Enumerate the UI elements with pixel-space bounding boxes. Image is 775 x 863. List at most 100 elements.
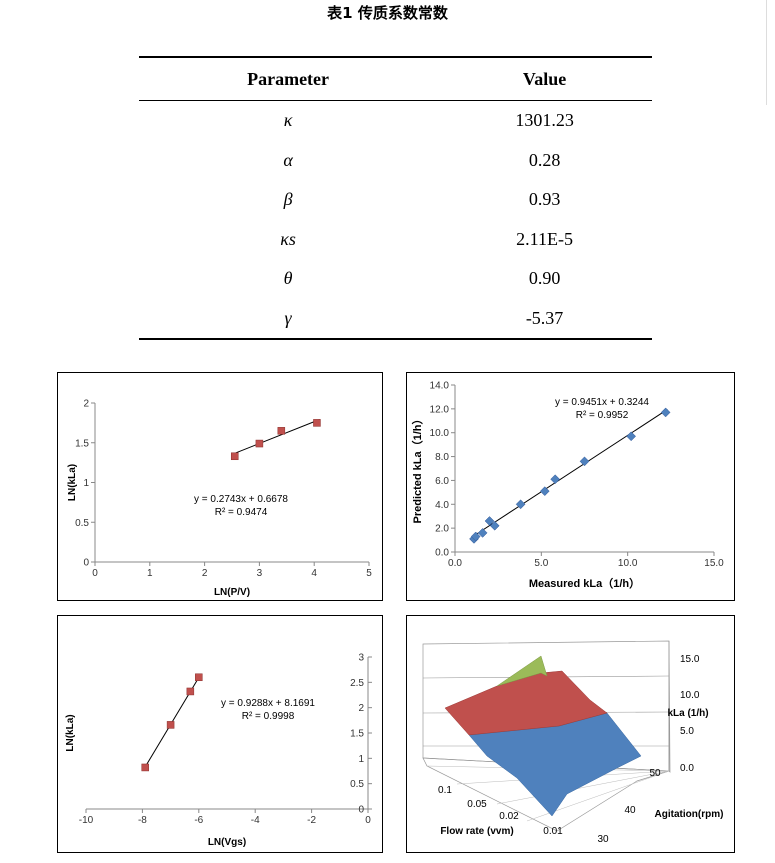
x-tick-label: -6 — [194, 815, 203, 826]
trend-r-squared: R² = 0.9474 — [215, 507, 268, 518]
y-tick-label: 3 — [358, 653, 364, 664]
trend-equation: y = 0.2743x + 0.6678 — [194, 494, 288, 505]
z-tick-label: 10.0 — [680, 690, 700, 701]
x-tick-label: -2 — [307, 815, 316, 826]
data-point — [550, 474, 561, 485]
x-tick-label: 15.0 — [704, 558, 724, 569]
surface-green-band — [496, 655, 548, 687]
value-cell: 0.90 — [528, 268, 561, 289]
param-cell: β — [283, 189, 293, 210]
trend-r-squared: R² = 0.9998 — [242, 711, 295, 722]
x-axis-label: Flow rate (vvm) — [440, 826, 513, 837]
trend-r-squared: R² = 0.9952 — [576, 410, 629, 421]
x-tick-label: 1 — [147, 568, 153, 579]
y-tick-label: 10.0 — [430, 428, 450, 439]
data-point — [141, 763, 149, 772]
chart-panel-predicted: 0.0 5.0 10.0 15.0 0.0 2.0 4.0 6.0 8.0 10.0 12.0 14.… — [406, 372, 735, 601]
table-row: κ 1301.23 — [139, 101, 652, 141]
scrollbar[interactable] — [766, 0, 775, 105]
header-value: Value — [437, 56, 652, 101]
chart-kla-surface: 0.0 5.0 10.0 15.0 kLa (1/h) 0.1 0.05 0.02 0.01 Fl… — [422, 640, 724, 845]
value-cell: 0.28 — [528, 149, 561, 170]
param-cell: κ — [283, 110, 293, 131]
trendline — [234, 419, 320, 454]
x-tick-label: 10.0 — [618, 558, 638, 569]
y-axis-label: Agitation(rpm) — [655, 809, 724, 820]
table-row: β 0.93 — [139, 180, 652, 220]
y-tick-label: 1.5 — [75, 438, 89, 449]
x-tick-label: 5.0 — [534, 558, 548, 569]
data-point — [539, 486, 550, 497]
data-point — [477, 528, 488, 538]
trendline — [471, 409, 668, 538]
value-cell: 0.93 — [528, 189, 561, 210]
param-cell: α — [283, 149, 293, 170]
value-cell: 2.11E-5 — [516, 228, 573, 249]
x-tick-label: 0.1 — [438, 785, 452, 796]
parameter-table: Parameter Value κ 1301.23 α 0.28 β 0.93 … — [139, 56, 652, 340]
y-tick-label: 50 — [649, 768, 661, 779]
x-tick-label: 4 — [311, 568, 317, 579]
y-tick-label: 0 — [83, 558, 89, 569]
trend-equation: y = 0.9451x + 0.3244 — [555, 397, 649, 408]
x-axis-label: LN(P/V) — [214, 587, 250, 598]
y-tick-label: 6.0 — [435, 476, 449, 487]
chart-predicted-vs-measured: 0.0 5.0 10.0 15.0 0.0 2.0 4.0 6.0 8.0 10.0 12.0 14.… — [411, 381, 724, 591]
param-cell: γ — [139, 298, 438, 340]
x-tick-label: 3 — [257, 568, 263, 579]
param-cell: κs — [280, 228, 296, 249]
data-point — [489, 520, 500, 531]
y-tick-label: 8.0 — [435, 452, 449, 463]
data-point — [515, 499, 526, 510]
y-tick-label: 0.5 — [350, 779, 364, 790]
y-tick-label: 0.0 — [435, 548, 449, 559]
y-axis-label: Predicted kLa（1/h） — [411, 413, 424, 523]
data-point — [313, 419, 321, 427]
y-tick-label: 1 — [83, 478, 89, 489]
data-point — [484, 516, 495, 526]
z-tick-label: 0.0 — [680, 763, 694, 774]
chart-panel-surface: 0.0 5.0 10.0 15.0 kLa (1/h) 0.1 0.05 0.02 0.01 Fl… — [406, 615, 735, 853]
table-row: κs 2.11E-5 — [139, 220, 652, 260]
x-tick-label: 0 — [365, 815, 371, 826]
z-tick-label: 15.0 — [680, 654, 700, 665]
x-tick-label: 0.02 — [499, 811, 519, 822]
x-axis-label: Measured kLa（1/h） — [529, 577, 640, 590]
data-point — [195, 673, 203, 682]
floor-grid-line — [496, 770, 670, 805]
y-tick-label: 40 — [624, 805, 636, 816]
x-tick-label: 5 — [366, 568, 372, 579]
data-point — [626, 431, 636, 442]
y-tick-label: 1 — [358, 754, 364, 765]
table-row: γ -5.37 — [139, 298, 652, 340]
x-axis-label: LN(Vgs) — [208, 837, 246, 848]
trend-equation: y = 0.9288x + 8.1691 — [221, 698, 315, 709]
y-tick-label: 2 — [358, 703, 364, 714]
data-point — [660, 407, 671, 418]
z-tick-label: 5.0 — [680, 726, 694, 737]
table-row: θ 0.90 — [139, 259, 652, 299]
table-caption: 表1 传质系数常数 — [327, 4, 448, 22]
data-point — [277, 427, 286, 435]
y-tick-label: 4.0 — [435, 500, 449, 511]
param-cell: θ — [283, 268, 293, 289]
data-point — [579, 456, 590, 467]
y-tick-label: 2.5 — [350, 678, 364, 689]
header-parameter: Parameter — [139, 56, 438, 101]
chart-panel-vgs: -10 -8 -6 -4 -2 0 0 0.5 1 1.5 2 2.5 3 y = 0.9288x + 8… — [57, 615, 383, 853]
value-cell: -5.37 — [437, 298, 652, 340]
x-tick-label: -10 — [79, 815, 94, 826]
data-point — [230, 452, 239, 461]
x-tick-label: 0 — [92, 568, 98, 579]
y-tick-label: 30 — [597, 834, 609, 845]
side-wall — [668, 640, 671, 773]
y-tick-label: 14.0 — [430, 381, 450, 392]
y-tick-label: 0.5 — [75, 518, 89, 529]
x-tick-label: 0.01 — [543, 826, 563, 837]
table-row: α 0.28 — [139, 141, 652, 181]
y-axis-label: LN(kLa) — [65, 714, 76, 751]
x-tick-label: -8 — [138, 815, 147, 826]
y-tick-label: 2.0 — [435, 524, 449, 535]
x-tick-label: 0.0 — [448, 558, 462, 569]
chart-lnkla-vs-lnvgs: -10 -8 -6 -4 -2 00 0.5 1 1.5 2 2.5 3 y = 0.9288x + 8… — [65, 653, 372, 848]
